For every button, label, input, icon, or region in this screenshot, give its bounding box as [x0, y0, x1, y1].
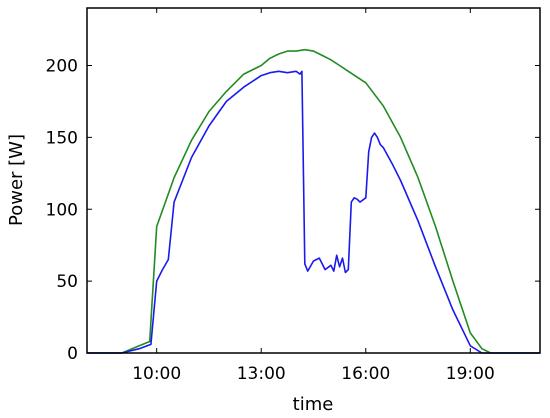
series-line-1 [87, 48, 540, 354]
series-layer [87, 48, 540, 354]
x-tick-label: 16:00 [341, 364, 390, 384]
y-tick-label: 200 [46, 57, 78, 77]
series-line-2 [87, 70, 540, 354]
y-tick-label: 50 [56, 272, 78, 292]
x-tick-label: 19:00 [446, 364, 495, 384]
plot-frame [86, 7, 541, 354]
x-tick-label: 10:00 [132, 364, 181, 384]
y-tick-label: 0 [67, 344, 78, 364]
ticks-layer: 10:00 13:00 16:00 19:00 0 50 100 150 200 [46, 8, 540, 384]
x-axis-label: time [293, 394, 334, 415]
y-axis-label: Power [W] [6, 134, 27, 226]
y-tick-label: 100 [46, 200, 78, 220]
x-tick-label: 13:00 [237, 364, 286, 384]
y-tick-label: 150 [46, 128, 78, 148]
